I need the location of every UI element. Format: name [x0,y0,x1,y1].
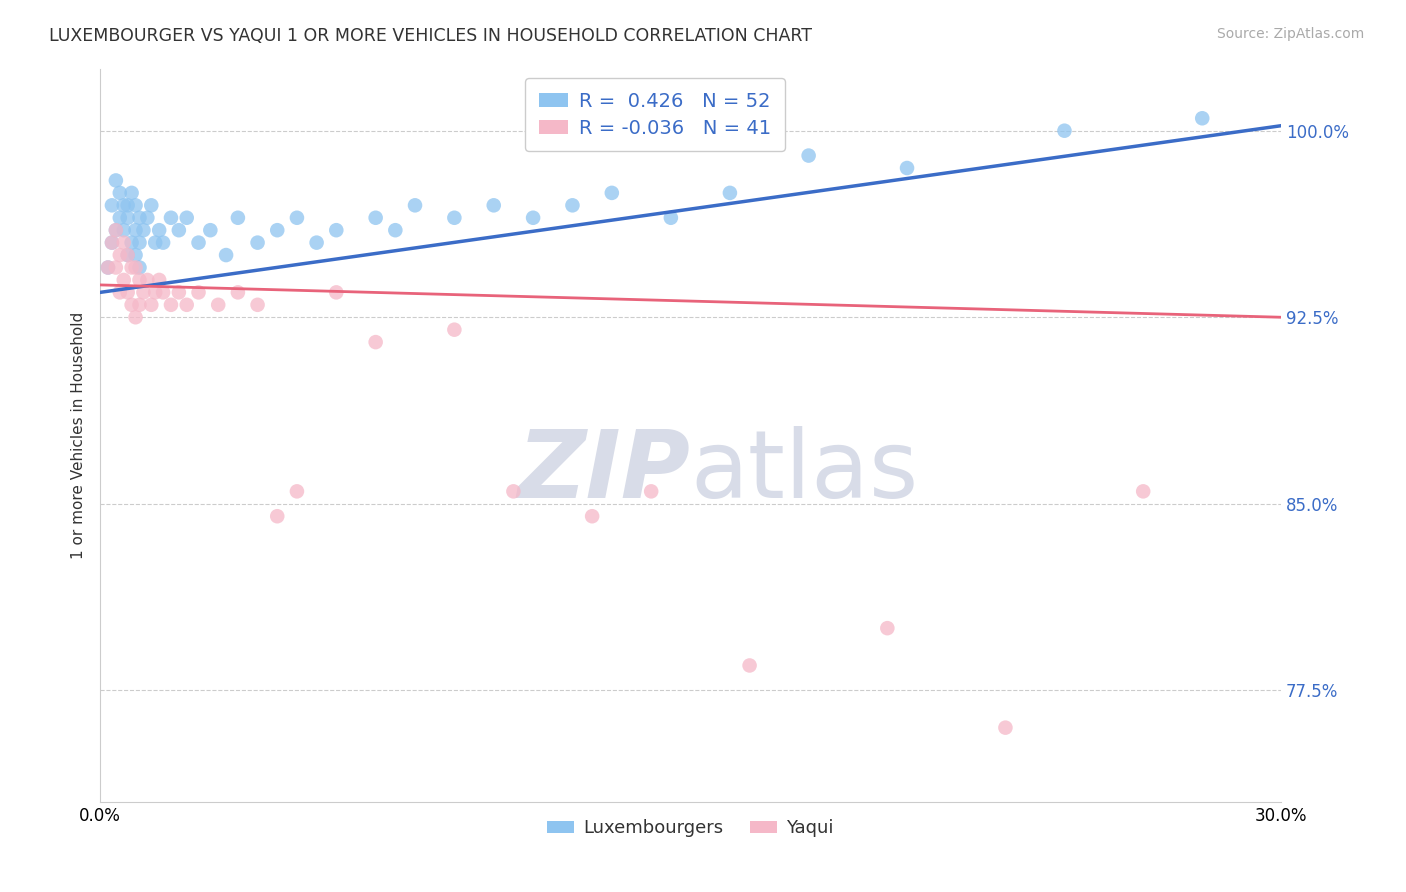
Point [124,198,146,212]
Point [482,198,505,212]
Point [187,235,209,250]
Point [112,273,135,287]
Point [659,211,682,225]
Point [148,223,170,237]
Point [176,211,198,225]
Point [117,285,139,300]
Point [187,285,209,300]
Point [101,198,124,212]
Point [325,223,347,237]
Point [364,211,387,225]
Point [561,198,583,212]
Text: LUXEMBOURGER VS YAQUI 1 OR MORE VEHICLES IN HOUSEHOLD CORRELATION CHART: LUXEMBOURGER VS YAQUI 1 OR MORE VEHICLES… [49,27,813,45]
Point [581,509,603,524]
Point [132,285,155,300]
Point [226,211,249,225]
Point [285,211,308,225]
Point [404,198,426,212]
Point [207,298,229,312]
Point [226,285,249,300]
Point [246,235,269,250]
Point [117,248,139,262]
Point [117,211,139,225]
Point [1053,124,1076,138]
Point [640,484,662,499]
Point [121,298,143,312]
Point [1191,112,1213,126]
Point [896,161,918,175]
Point [112,223,135,237]
Point [112,235,135,250]
Point [167,223,190,237]
Point [325,285,347,300]
Point [136,211,159,225]
Point [108,211,131,225]
Point [108,248,131,262]
Point [117,198,139,212]
Point [176,298,198,312]
Point [738,658,761,673]
Point [136,273,159,287]
Point [121,260,143,275]
Point [152,285,174,300]
Point [600,186,623,200]
Point [104,173,127,187]
Point [108,285,131,300]
Point [994,721,1017,735]
Point [128,260,150,275]
Point [141,198,163,212]
Point [101,235,124,250]
Point [117,248,139,262]
Text: atlas: atlas [690,426,918,518]
Point [124,260,146,275]
Legend: Luxembourgers, Yaqui: Luxembourgers, Yaqui [540,812,841,845]
Point [522,211,544,225]
Point [718,186,741,200]
Point [112,198,135,212]
Y-axis label: 1 or more Vehicles in Household: 1 or more Vehicles in Household [72,312,86,559]
Point [128,235,150,250]
Point [285,484,308,499]
Point [266,223,288,237]
Point [97,260,120,275]
Point [104,223,127,237]
Point [215,248,238,262]
Point [152,235,174,250]
Point [246,298,269,312]
Point [101,235,124,250]
Point [160,211,183,225]
Point [200,223,222,237]
Point [143,235,166,250]
Point [128,273,150,287]
Point [148,273,170,287]
Point [132,223,155,237]
Point [143,285,166,300]
Point [128,298,150,312]
Point [128,211,150,225]
Point [141,298,163,312]
Point [104,260,127,275]
Point [97,260,120,275]
Text: ZIP: ZIP [517,426,690,518]
Point [443,211,465,225]
Point [876,621,898,635]
Point [108,186,131,200]
Point [167,285,190,300]
Point [124,310,146,325]
Point [124,223,146,237]
Point [502,484,524,499]
Point [124,248,146,262]
Point [305,235,328,250]
Point [384,223,406,237]
Point [121,235,143,250]
Point [160,298,183,312]
Point [1132,484,1154,499]
Point [443,323,465,337]
Point [266,509,288,524]
Point [797,148,820,162]
Text: Source: ZipAtlas.com: Source: ZipAtlas.com [1216,27,1364,41]
Point [364,335,387,350]
Point [121,186,143,200]
Point [104,223,127,237]
